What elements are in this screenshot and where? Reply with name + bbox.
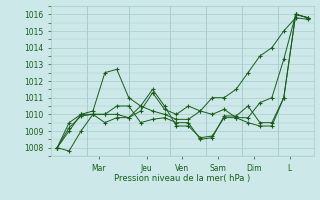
X-axis label: Pression niveau de la mer( hPa ): Pression niveau de la mer( hPa ) xyxy=(114,174,251,183)
